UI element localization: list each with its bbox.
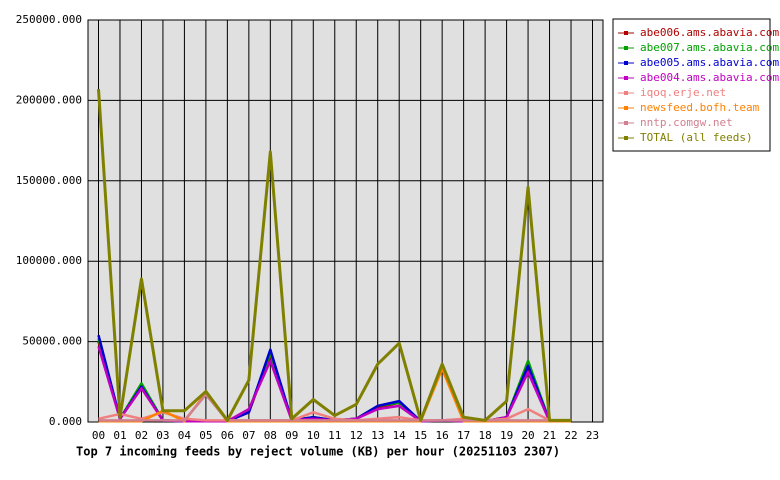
- x-tick-label: 23: [586, 429, 599, 442]
- x-tick-label: 11: [328, 429, 341, 442]
- x-tick-label: 02: [135, 429, 148, 442]
- legend-label: iqoq.erje.net: [640, 86, 726, 99]
- y-tick-label: 0.000: [49, 415, 82, 428]
- legend-label: abe004.ams.abavia.com: [640, 71, 779, 84]
- legend-marker: [624, 76, 628, 80]
- legend-label: newsfeed.bofh.team: [640, 101, 760, 114]
- legend-marker: [624, 136, 628, 140]
- x-tick-label: 18: [478, 429, 491, 442]
- y-tick-label: 50000.000: [22, 335, 82, 348]
- legend-label: TOTAL (all feeds): [640, 131, 753, 144]
- legend-marker: [624, 46, 628, 50]
- x-tick-label: 14: [393, 429, 407, 442]
- legend-box: [612, 18, 771, 152]
- legend-label: abe006.ams.abavia.com: [640, 26, 779, 39]
- x-tick-label: 10: [307, 429, 320, 442]
- legend-label: abe005.ams.abavia.com: [640, 56, 779, 69]
- y-tick-label: 100000.000: [16, 254, 82, 267]
- legend-marker: [624, 61, 628, 65]
- legend-label: nntp.comgw.net: [640, 116, 733, 129]
- legend-marker: [624, 106, 628, 110]
- x-tick-label: 22: [564, 429, 577, 442]
- x-tick-label: 13: [371, 429, 384, 442]
- plot-area: [87, 19, 604, 423]
- chart-title: Top 7 incoming feeds by reject volume (K…: [76, 445, 560, 459]
- x-tick-label: 15: [414, 429, 427, 442]
- x-tick-label: 17: [457, 429, 470, 442]
- x-tick-label: 16: [436, 429, 449, 442]
- x-tick-label: 01: [113, 429, 126, 442]
- legend-marker: [624, 31, 628, 35]
- x-tick-label: 19: [500, 429, 513, 442]
- x-tick-label: 04: [178, 429, 192, 442]
- y-tick-label: 200000.000: [16, 93, 82, 106]
- x-tick-label: 05: [199, 429, 212, 442]
- x-tick-label: 07: [242, 429, 255, 442]
- x-tick-label: 06: [221, 429, 234, 442]
- x-tick-label: 09: [285, 429, 298, 442]
- x-tick-label: 08: [264, 429, 277, 442]
- x-tick-label: 00: [92, 429, 105, 442]
- series-line: [97, 89, 572, 422]
- legend-label: abe007.ams.abavia.com: [640, 41, 779, 54]
- x-tick-label: 12: [350, 429, 363, 442]
- x-tick-label: 03: [156, 429, 169, 442]
- x-tick-label: 20: [521, 429, 534, 442]
- legend-marker: [624, 91, 628, 95]
- series-line: [98, 393, 572, 422]
- y-tick-label: 250000.000: [16, 13, 82, 26]
- y-tick-label: 150000.000: [16, 174, 82, 187]
- legend-marker: [624, 121, 628, 125]
- x-tick-label: 21: [543, 429, 556, 442]
